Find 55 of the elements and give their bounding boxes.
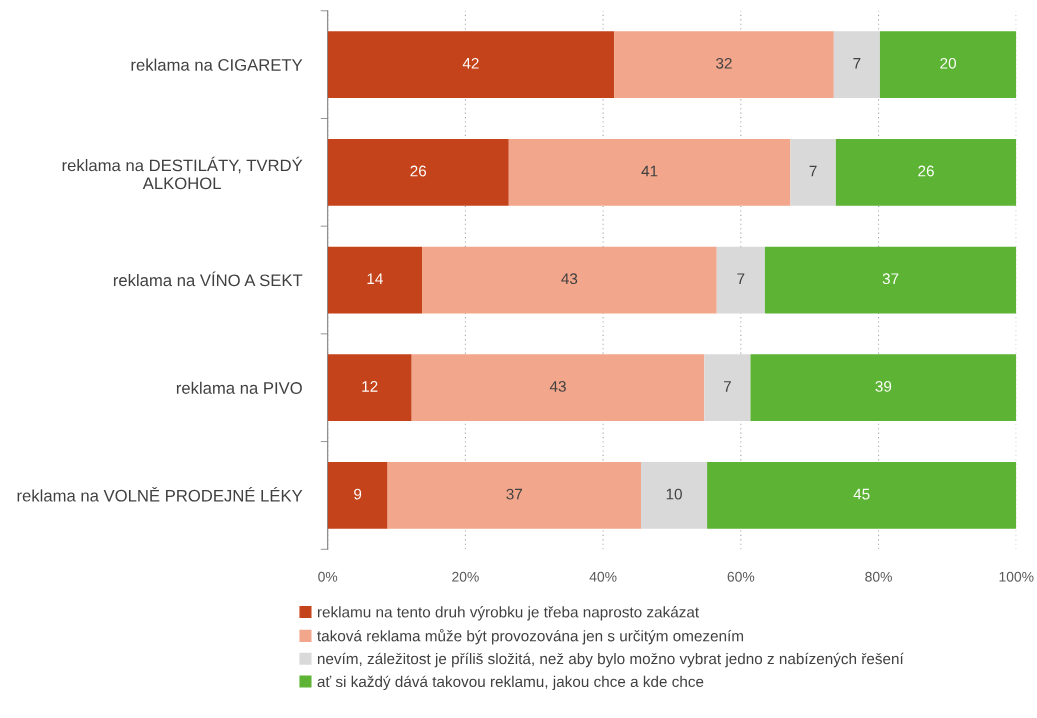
data-label: 26 [410, 165, 427, 177]
data-label: 42 [462, 57, 479, 69]
bar [422, 246, 717, 314]
data-label: 39 [875, 381, 892, 392]
bar [790, 138, 836, 206]
y-tick-label: reklama na PIVO [176, 381, 302, 394]
y-tick-label: reklama na CIGARETY [131, 58, 303, 71]
bar [640, 462, 708, 529]
bar [327, 31, 615, 99]
data-label: 45 [853, 488, 870, 500]
data-label: 9 [354, 488, 362, 500]
data-label: 41 [641, 165, 658, 177]
bar [764, 246, 1017, 314]
data-label: 32 [716, 57, 732, 69]
legend-label: taková reklama může být provozována jen s určitým omezením [317, 628, 744, 645]
legend-label: nevím, záležitost je příliš složitá, než aby bylo možno vybrat jedno z nabízených řešení [317, 652, 904, 668]
bar [704, 354, 751, 422]
legend-label: ať si každý dává takovou reklamu, jakou chce a kde chce [317, 675, 704, 691]
data-label: 43 [561, 273, 578, 285]
data-label: 7 [809, 165, 817, 177]
data-label: 37 [882, 273, 899, 285]
data-label: 7 [737, 273, 745, 284]
x-tick-label: 80% [865, 571, 892, 582]
data-label: 20 [940, 57, 956, 69]
bar [707, 462, 1017, 529]
x-tick-label: 60% [727, 571, 755, 582]
bar [750, 354, 1017, 422]
y-tick-label: reklama na DESTILÁTY, TVRDÝ ALKOHOL [62, 156, 303, 190]
bar [614, 31, 834, 99]
bar [835, 138, 1017, 206]
y-tick-label: reklama na VOLNĚ PRODEJNÉ LÉKY [17, 486, 303, 502]
data-label: 26 [918, 165, 934, 177]
data-label: 37 [506, 488, 523, 500]
y-tick-label: reklama na VÍNO A SEKT [113, 271, 303, 287]
x-tick-label: 40% [589, 571, 617, 582]
bar [327, 246, 423, 314]
x-tick-label: 20% [452, 571, 479, 582]
x-tick-label: 100% [999, 571, 1034, 582]
legend-label: reklamu na tento druh výrobku je třeba naprosto zakázat [317, 606, 699, 621]
bar [508, 138, 791, 206]
bar [387, 462, 641, 529]
bar [411, 354, 705, 422]
data-label: 14 [367, 273, 383, 284]
bar [879, 31, 1017, 99]
bar [327, 462, 388, 529]
bar [327, 354, 412, 422]
bar [716, 246, 765, 314]
data-label: 10 [666, 488, 682, 500]
data-label: 7 [853, 58, 861, 69]
data-label: 43 [549, 381, 566, 392]
bar [833, 31, 880, 99]
data-label: 7 [723, 381, 731, 392]
data-label: 12 [362, 381, 378, 392]
x-tick-label: 0% [318, 571, 338, 582]
bar [327, 138, 509, 206]
